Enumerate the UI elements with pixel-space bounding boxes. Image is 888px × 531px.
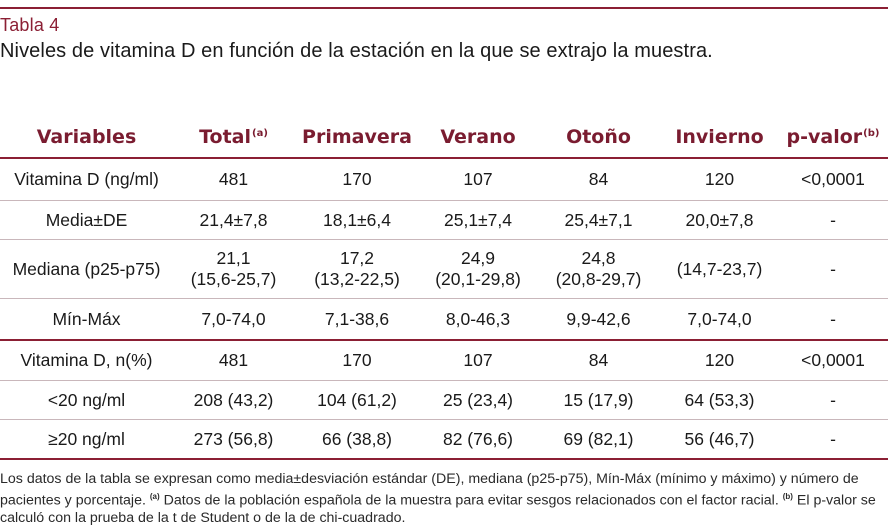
cell-total: 21,4±7,8 <box>173 200 294 240</box>
table-row-media-de: Media±DE 21,4±7,8 18,1±6,4 25,1±7,4 25,4… <box>0 200 888 240</box>
cell-total: 208 (43,2) <box>173 380 294 420</box>
header-total-label: Total <box>199 126 252 148</box>
cell-verano: 25 (23,4) <box>420 380 536 420</box>
table-row-lt20: <20 ng/ml 208 (43,2) 104 (61,2) 25 (23,4… <box>0 380 888 420</box>
cell-primavera: 17,2 (13,2-22,5) <box>294 239 420 299</box>
cell-invierno: 56 (46,7) <box>661 419 778 460</box>
footnote-mark-a: (a) <box>149 492 160 501</box>
cell-primavera: 66 (38,8) <box>294 419 420 460</box>
cell-invierno: 7,0-74,0 <box>661 298 778 341</box>
header-otono: Otoño <box>536 117 661 159</box>
cell-primavera: 104 (61,2) <box>294 380 420 420</box>
cell-invierno: 120 <box>661 339 778 381</box>
header-total: Total(a) <box>173 117 294 159</box>
header-pvalor: p-valor(b) <box>778 117 888 159</box>
cell-pvalor: - <box>778 239 888 299</box>
cell-invierno: 120 <box>661 158 778 201</box>
cell-total: 21,1 (15,6-25,7) <box>173 239 294 299</box>
cell-pvalor: - <box>778 298 888 341</box>
row-label: Media±DE <box>0 200 173 240</box>
cell-verano: 24,9 (20,1-29,8) <box>420 239 536 299</box>
footnote-mark-b: (b) <box>782 492 793 501</box>
cell-total-iqr: (15,6-25,7) <box>190 269 277 289</box>
cell-verano: 107 <box>420 339 536 381</box>
cell-pvalor: - <box>778 200 888 240</box>
cell-otono-median: 24,8 <box>581 248 616 268</box>
top-rule <box>0 7 888 9</box>
cell-verano: 107 <box>420 158 536 201</box>
cell-verano-median: 24,9 <box>460 248 496 268</box>
cell-total: 273 (56,8) <box>173 419 294 460</box>
table-caption: Niveles de vitamina D en función de la e… <box>0 40 713 62</box>
cell-otono: 24,8 (20,8-29,7) <box>536 239 661 299</box>
cell-total: 481 <box>173 339 294 381</box>
cell-verano-iqr: (20,1-29,8) <box>435 269 521 289</box>
footnote-ref-b: (b) <box>863 127 880 139</box>
header-invierno: Invierno <box>661 117 778 159</box>
header-verano: Verano <box>420 117 536 159</box>
table-row-vitamina-d-ngml: Vitamina D (ng/ml) 481 170 107 84 120 <0… <box>0 158 888 201</box>
footnote-text-3: El p-valor se calculó con la prueba de l… <box>0 492 876 526</box>
table-row-ge20: ≥20 ng/ml 273 (56,8) 66 (38,8) 82 (76,6)… <box>0 419 888 460</box>
cell-total-median: 21,1 <box>216 248 251 268</box>
table-row-vitamina-d-n: Vitamina D, n(%) 481 170 107 84 120 <0,0… <box>0 339 888 381</box>
header-pvalor-label: p-valor <box>786 126 863 148</box>
cell-pvalor: <0,0001 <box>778 339 888 381</box>
footnote-text-2: Datos de la población española de la mue… <box>163 492 779 509</box>
row-label: Mediana (p25-p75) <box>0 239 173 299</box>
cell-primavera-median: 17,2 <box>339 248 375 268</box>
footnote-ref-a: (a) <box>252 127 268 139</box>
cell-otono: 15 (17,9) <box>536 380 661 420</box>
header-variables: Variables <box>0 117 173 159</box>
cell-otono: 84 <box>536 339 661 381</box>
cell-primavera-iqr: (13,2-22,5) <box>314 269 400 289</box>
table-number: Tabla 4 <box>0 15 60 35</box>
cell-total: 7,0-74,0 <box>173 298 294 341</box>
table-row-mediana: Mediana (p25-p75) 21,1 (15,6-25,7) 17,2 (1… <box>0 239 888 299</box>
cell-primavera: 7,1-38,6 <box>294 298 420 341</box>
cell-invierno: (14,7-23,7) <box>661 239 778 299</box>
table-footnote: Los datos de la tabla se expresan como m… <box>0 471 888 527</box>
cell-otono: 25,4±7,1 <box>536 200 661 240</box>
header-primavera: Primavera <box>294 117 420 159</box>
cell-otono-iqr: (20,8-29,7) <box>555 269 642 289</box>
row-label: <20 ng/ml <box>0 380 173 420</box>
cell-verano: 25,1±7,4 <box>420 200 536 240</box>
cell-otono: 84 <box>536 158 661 201</box>
cell-primavera: 170 <box>294 158 420 201</box>
cell-invierno: 20,0±7,8 <box>661 200 778 240</box>
cell-pvalor: - <box>778 380 888 420</box>
cell-verano: 8,0-46,3 <box>420 298 536 341</box>
cell-total: 481 <box>173 158 294 201</box>
header-row: Variables Total(a) Primavera Verano Otoñ… <box>0 117 888 159</box>
cell-otono: 69 (82,1) <box>536 419 661 460</box>
cell-pvalor: - <box>778 419 888 460</box>
row-label: Vitamina D (ng/ml) <box>0 158 173 201</box>
cell-pvalor: <0,0001 <box>778 158 888 201</box>
cell-invierno: 64 (53,3) <box>661 380 778 420</box>
row-label: ≥20 ng/ml <box>0 419 173 460</box>
footnote-text-1: Los datos de la tabla se expresan como m… <box>0 471 859 509</box>
data-table: Variables Total(a) Primavera Verano Otoñ… <box>0 117 888 460</box>
row-label: Mín-Máx <box>0 298 173 341</box>
cell-primavera: 170 <box>294 339 420 381</box>
cell-otono: 9,9-42,6 <box>536 298 661 341</box>
cell-primavera: 18,1±6,4 <box>294 200 420 240</box>
row-label: Vitamina D, n(%) <box>0 339 173 381</box>
table-row-min-max: Mín-Máx 7,0-74,0 7,1-38,6 8,0-46,3 9,9-4… <box>0 298 888 341</box>
cell-verano: 82 (76,6) <box>420 419 536 460</box>
